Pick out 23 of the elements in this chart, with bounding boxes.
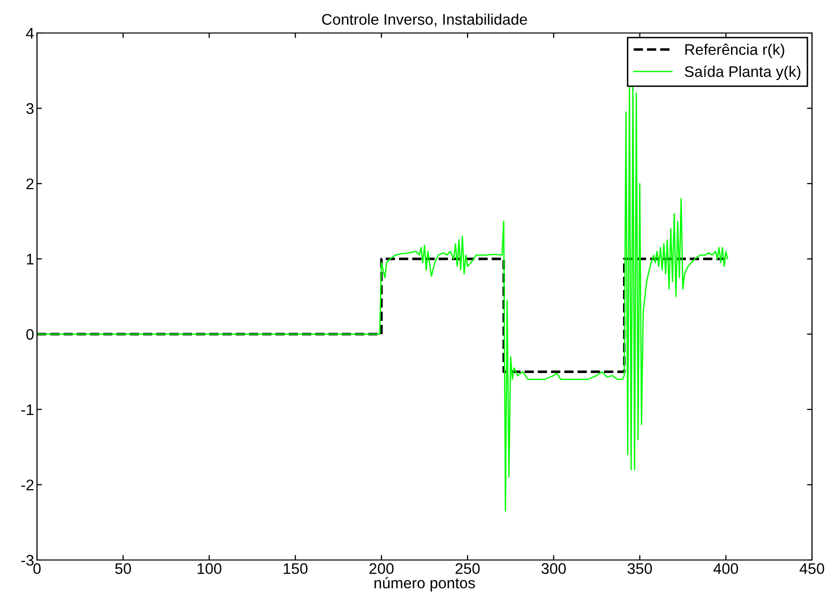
x-tick-label: 300 [542, 563, 566, 574]
y-tick-label: -2 [21, 480, 34, 490]
y-tick-label: 0 [26, 329, 34, 340]
x-tick-label: 350 [628, 563, 652, 574]
y-tick-label: 4 [26, 28, 34, 39]
legend-label: Referência r(k) [685, 44, 784, 58]
y-tick-label: 3 [26, 103, 34, 114]
x-tick-label: 400 [713, 563, 738, 574]
chart-title: Controle Inverso, Instabilidade [322, 14, 528, 27]
x-tick-label: 100 [198, 563, 222, 574]
line-series [37, 85, 728, 512]
x-tick-label: 250 [456, 563, 480, 574]
y-tick-label: 1 [26, 254, 34, 264]
y-tick-label: -1 [21, 404, 34, 415]
x-tick-label: 150 [284, 563, 308, 574]
x-tick-label: 200 [369, 563, 394, 574]
legend-label: Saída Planta y(k) [684, 66, 800, 80]
y-tick-label: 2 [26, 178, 34, 190]
x-tick-label: 0 [33, 563, 41, 574]
x-tick-label: 450 [800, 563, 824, 574]
x-tick-label: 50 [115, 563, 132, 574]
y-tick-label: -3 [21, 554, 34, 566]
x-axis-title: número pontos [374, 577, 475, 592]
